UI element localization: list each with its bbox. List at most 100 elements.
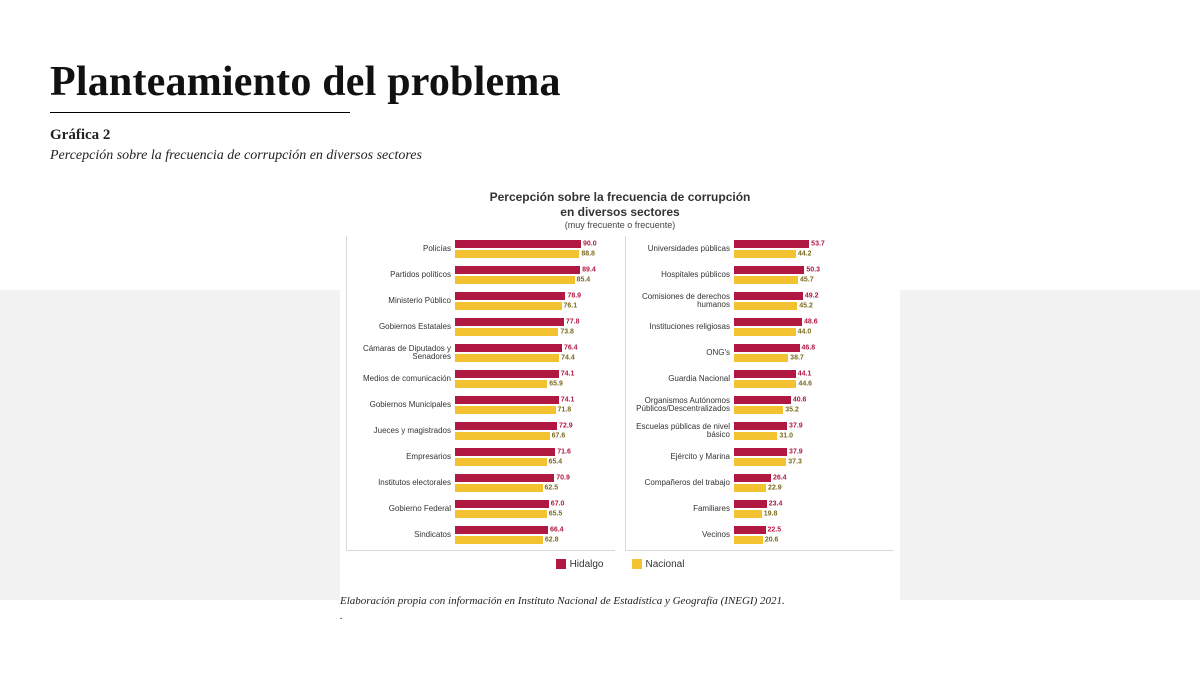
- bar-row: Universidades públicas53.744.2: [626, 236, 894, 262]
- bar-group: 89.485.4: [455, 264, 615, 286]
- category-label: Ministerio Público: [347, 297, 455, 305]
- legend: Hidalgo Nacional: [340, 559, 900, 570]
- category-label: Medios de comunicación: [347, 375, 455, 383]
- value-nacional: 45.7: [800, 277, 814, 284]
- legend-item-nacional: Nacional: [632, 559, 685, 570]
- category-label: Gobierno Federal: [347, 505, 455, 513]
- panel-right: Universidades públicas53.744.2Hospitales…: [625, 236, 894, 551]
- bar-hidalgo: 90.0: [455, 240, 581, 248]
- bar-row: Cámaras de Diputados y Senadores76.474.4: [347, 340, 615, 366]
- value-hidalgo: 48.6: [804, 319, 818, 326]
- chart-title-line2: en diversos sectores: [340, 205, 900, 220]
- bar-nacional: 20.6: [734, 536, 763, 544]
- value-nacional: 62.8: [545, 537, 559, 544]
- bar-group: 48.6 44.0: [734, 316, 894, 338]
- bar-row: Gobiernos Estatales77.873.8: [347, 314, 615, 340]
- value-nacional: 22.9: [768, 485, 782, 492]
- bar-row: Medios de comunicación74.165.9: [347, 366, 615, 392]
- bar-group: 74.1 71.8: [455, 394, 615, 416]
- value-hidalgo: 50.3: [806, 267, 820, 274]
- bar-hidalgo: 23.4: [734, 500, 767, 508]
- bar-hidalgo: 40.6: [734, 396, 791, 404]
- value-nacional: 37.3: [788, 459, 802, 466]
- category-label: Gobiernos Estatales: [347, 323, 455, 331]
- value-hidalgo: 40.6: [793, 397, 807, 404]
- bar-group: 67.0 65.5: [455, 498, 615, 520]
- title-rule: [50, 112, 350, 113]
- value-hidalgo: 44.1: [798, 371, 812, 378]
- chart-title-note: (muy frecuente o frecuente): [340, 220, 900, 230]
- content-area: Planteamiento del problema Gráfica 2 Per…: [0, 0, 1200, 164]
- bar-nacional: 65.5: [455, 510, 547, 518]
- bar-group: 70.9 62.5: [455, 472, 615, 494]
- bar-group: 37.9 31.0: [734, 420, 894, 442]
- value-hidalgo: 90.0: [583, 241, 597, 248]
- bar-nacional: 31.0: [734, 432, 777, 440]
- bar-hidalgo: 22.5: [734, 526, 766, 534]
- legend-item-hidalgo: Hidalgo: [556, 559, 604, 570]
- bar-hidalgo: 71.6: [455, 448, 555, 456]
- bar-nacional: 74.4: [455, 354, 559, 362]
- value-hidalgo: 22.5: [768, 527, 782, 534]
- bar-hidalgo: 77.8: [455, 318, 564, 326]
- bar-hidalgo: 37.9: [734, 448, 787, 456]
- bar-nacional: 22.9: [734, 484, 766, 492]
- chart-number: Gráfica 2: [50, 127, 1150, 144]
- bar-row: Hospitales públicos50.345.7: [626, 262, 894, 288]
- bar-nacional: 62.5: [455, 484, 543, 492]
- value-hidalgo: 72.9: [559, 423, 573, 430]
- bar-row: Ministerio Público78.976.1: [347, 288, 615, 314]
- bar-hidalgo: 50.3: [734, 266, 804, 274]
- chart-panels: Policías90.088.8Partidos políticos89.485…: [340, 236, 900, 551]
- value-nacional: 38.7: [790, 355, 804, 362]
- source-dot: .: [340, 610, 343, 622]
- bar-group: 71.665.4: [455, 446, 615, 468]
- value-hidalgo: 74.1: [561, 397, 575, 404]
- category-label: Escuelas públicas de nivel básico: [626, 423, 734, 440]
- value-hidalgo: 66.4: [550, 527, 564, 534]
- chart-subtitle: Percepción sobre la frecuencia de corrup…: [50, 148, 1150, 164]
- value-nacional: 65.5: [549, 511, 563, 518]
- source-text: Elaboración propia con información en In…: [340, 595, 785, 607]
- value-hidalgo: 46.8: [802, 345, 816, 352]
- bar-nacional: 62.8: [455, 536, 543, 544]
- bar-nacional: 37.3: [734, 458, 786, 466]
- bar-nacional: 71.8: [455, 406, 556, 414]
- value-hidalgo: 78.9: [567, 293, 581, 300]
- value-hidalgo: 67.0: [551, 501, 565, 508]
- category-label: Ejército y Marina: [626, 453, 734, 461]
- bar-group: 26.4 22.9: [734, 472, 894, 494]
- bar-hidalgo: 37.9: [734, 422, 787, 430]
- legend-swatch-nacional: [632, 559, 642, 569]
- bar-row: Empresarios71.665.4: [347, 444, 615, 470]
- value-hidalgo: 70.9: [556, 475, 570, 482]
- value-hidalgo: 23.4: [769, 501, 783, 508]
- value-hidalgo: 77.8: [566, 319, 580, 326]
- bar-group: 23.419.8: [734, 498, 894, 520]
- value-nacional: 35.2: [785, 407, 799, 414]
- category-label: Institutos electorales: [347, 479, 455, 487]
- bar-row: Compañeros del trabajo26.422.9: [626, 470, 894, 496]
- bar-group: 44.144.6: [734, 368, 894, 390]
- category-label: Vecinos: [626, 531, 734, 539]
- category-label: Empresarios: [347, 453, 455, 461]
- category-label: Guardia Nacional: [626, 375, 734, 383]
- legend-swatch-hidalgo: [556, 559, 566, 569]
- bar-hidalgo: 44.1: [734, 370, 796, 378]
- value-nacional: 65.9: [549, 381, 563, 388]
- value-hidalgo: 89.4: [582, 267, 596, 274]
- value-nacional: 45.2: [799, 303, 813, 310]
- bar-nacional: 65.9: [455, 380, 547, 388]
- legend-label-nacional: Nacional: [646, 559, 685, 570]
- bar-hidalgo: 72.9: [455, 422, 557, 430]
- category-label: Instituciones religiosas: [626, 323, 734, 331]
- bar-row: Vecinos22.520.6: [626, 522, 894, 548]
- value-hidalgo: 53.7: [811, 241, 825, 248]
- bar-hidalgo: 26.4: [734, 474, 771, 482]
- category-label: Universidades públicas: [626, 245, 734, 253]
- category-label: Jueces y magistrados: [347, 427, 455, 435]
- bar-group: 40.6 35.2: [734, 394, 894, 416]
- bar-hidalgo: 66.4: [455, 526, 548, 534]
- bar-row: Policías90.088.8: [347, 236, 615, 262]
- value-nacional: 44.0: [798, 329, 812, 336]
